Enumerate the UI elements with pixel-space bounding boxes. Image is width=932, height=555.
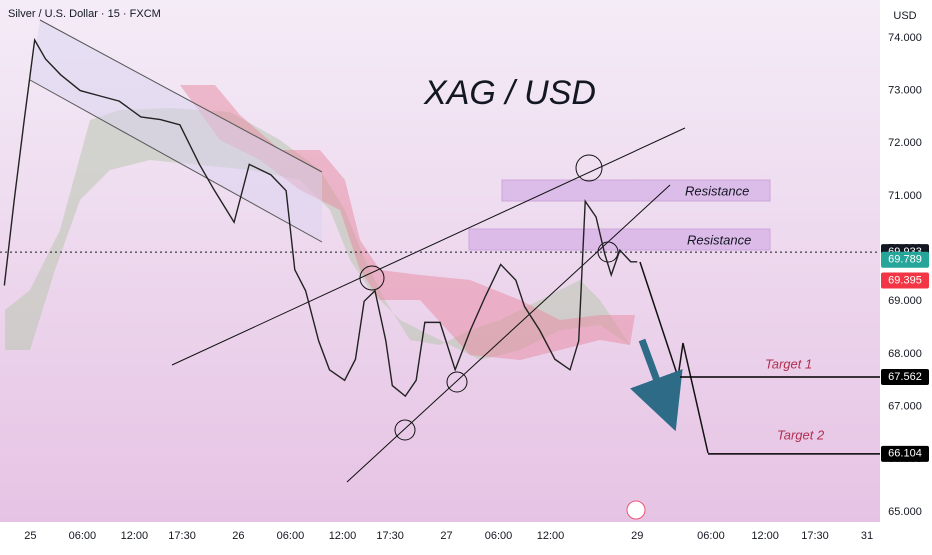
down-arrow: [630, 338, 683, 432]
chart-title: Silver / U.S. Dollar · 15 · FXCM: [8, 8, 161, 20]
trend-line: [346, 184, 671, 483]
x-tick-label: 26: [232, 530, 244, 542]
headline: XAG / USD: [423, 74, 596, 112]
x-tick-label: 06:00: [69, 530, 97, 542]
price-tag: [881, 251, 929, 268]
x-tick-label: 06:00: [277, 530, 305, 542]
x-tick-label: 17:30: [801, 530, 829, 542]
x-tick-label: 06:00: [697, 530, 725, 542]
channel: [30, 20, 322, 242]
x-tick-label: 12:00: [537, 530, 565, 542]
price-tag-label: 66.104: [888, 448, 922, 460]
annotation: Target 1: [765, 356, 812, 371]
x-tick-label: 12:00: [121, 530, 149, 542]
annotation: Resistance: [685, 183, 749, 198]
y-tick-label: 67.000: [888, 401, 922, 413]
x-tick-label: 27: [440, 530, 452, 542]
y-tick-label: 68.000: [888, 348, 922, 360]
price-tag: [881, 445, 929, 462]
x-tick-label: 12:00: [329, 530, 357, 542]
x-tick-label: 31: [861, 530, 873, 542]
price-tag-label: 69.395: [888, 274, 922, 286]
time-axis: [0, 522, 880, 550]
y-tick-label: 65.000: [888, 506, 922, 518]
resistance-zone: [501, 179, 771, 202]
icon: [626, 500, 646, 520]
y-tick-label: 74.000: [888, 32, 922, 44]
annotation: Resistance: [687, 232, 751, 247]
trend-line: [171, 127, 686, 366]
price-tag-label: 69.789: [888, 254, 922, 266]
currency: USD: [893, 10, 916, 22]
price-line: [3, 37, 638, 398]
price-tag-label: 67.562: [888, 371, 922, 383]
y-tick-label: 72.000: [888, 137, 922, 149]
x-tick-label: 25: [24, 530, 36, 542]
projection: [639, 261, 709, 454]
y-tick-label: 71.000: [888, 190, 922, 202]
channel-line: [29, 79, 323, 243]
cloud-red: [180, 85, 635, 360]
annotation: Target 2: [777, 427, 825, 442]
price-tag: [881, 369, 929, 386]
x-tick-label: 17:30: [376, 530, 404, 542]
y-tick-label: 69.000: [888, 295, 922, 307]
price-tag: [881, 272, 929, 289]
x-tick-label: 12:00: [751, 530, 779, 542]
x-tick-label: 29: [631, 530, 643, 542]
channel-line: [39, 19, 323, 173]
x-tick-label: 06:00: [485, 530, 513, 542]
x-tick-label: 17:30: [168, 530, 196, 542]
circles: [359, 154, 619, 441]
y-tick-label: 73.000: [888, 85, 922, 97]
